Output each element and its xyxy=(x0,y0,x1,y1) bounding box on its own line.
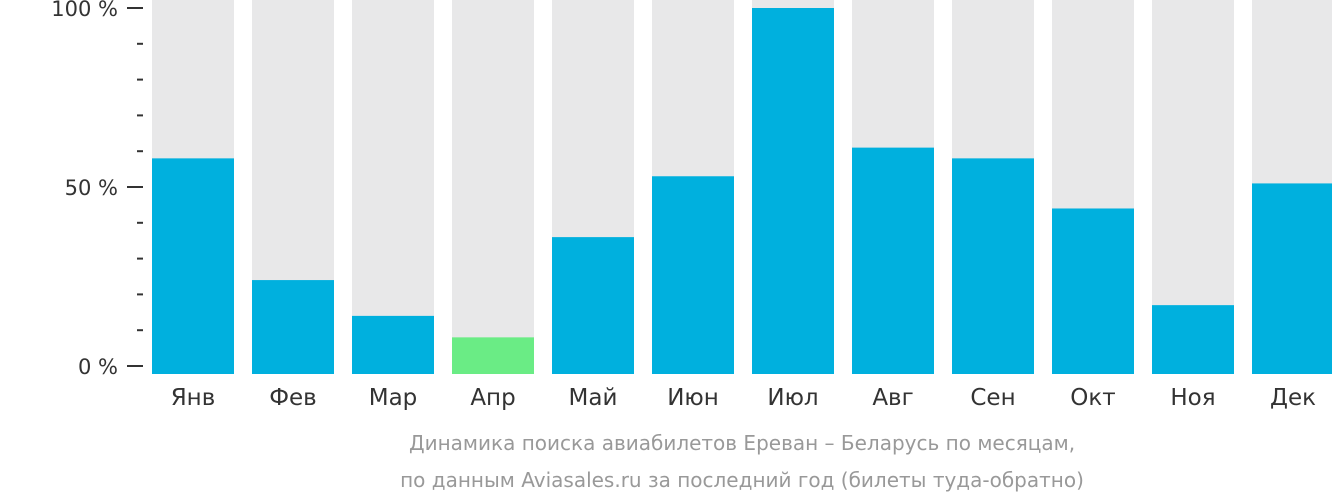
bar xyxy=(752,8,834,374)
bar xyxy=(152,158,234,374)
x-category-label: Янв xyxy=(171,385,216,411)
x-axis-labels: Янв Фев Мар Апр Май Июн Июл Авг Сен Окт Ноя Дек xyxy=(171,385,1316,411)
bar xyxy=(352,315,434,374)
x-category-label: Ноя xyxy=(1170,385,1215,411)
x-category-label: Мар xyxy=(369,385,418,411)
bar-background xyxy=(452,0,534,374)
y-tick-label: 0 % xyxy=(78,355,118,379)
x-category-label: Май xyxy=(569,385,618,411)
bar xyxy=(652,176,734,374)
x-category-label: Июл xyxy=(767,385,818,411)
x-category-label: Апр xyxy=(470,385,515,411)
bar xyxy=(1052,208,1134,374)
bar xyxy=(452,337,534,374)
x-category-label: Сен xyxy=(970,385,1015,411)
x-category-label: Окт xyxy=(1070,385,1115,411)
x-category-label: Фев xyxy=(269,385,317,411)
x-category-label: Авг xyxy=(872,385,913,411)
y-tick-label: 50 % xyxy=(65,176,118,200)
bar xyxy=(1252,183,1332,374)
bar xyxy=(952,158,1034,374)
y-tick-label: 100 % xyxy=(51,0,118,21)
y-axis: 100 % 50 % 0 % xyxy=(51,0,143,379)
x-category-label: Дек xyxy=(1270,385,1316,411)
bar xyxy=(252,280,334,374)
bar-background xyxy=(352,0,434,374)
bar xyxy=(552,237,634,374)
bar xyxy=(1152,305,1234,374)
bar xyxy=(852,147,934,374)
bars xyxy=(152,0,1332,374)
x-category-label: Июн xyxy=(667,385,719,411)
chart-caption-line-2: по данным Aviasales.ru за последний год … xyxy=(400,468,1084,492)
chart-caption-line-1: Динамика поиска авиабилетов Ереван – Бел… xyxy=(408,431,1076,455)
